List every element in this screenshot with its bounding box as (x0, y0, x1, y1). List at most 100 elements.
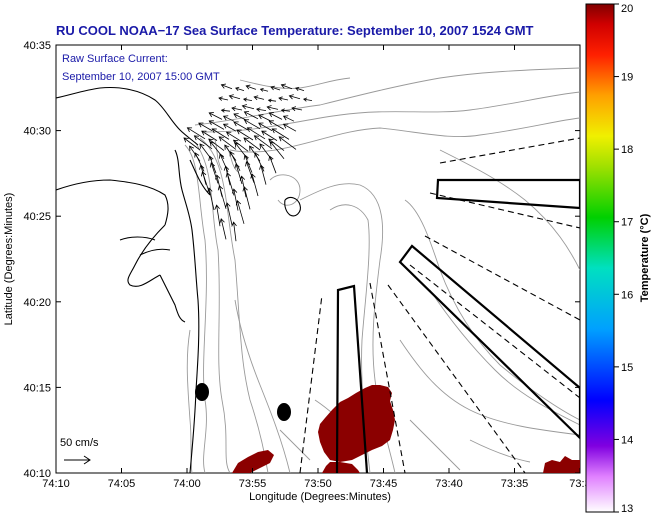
current-vector (295, 87, 305, 91)
current-vector-head (259, 87, 264, 92)
x-axis-ticks: 74:10 74:05 74:00 73:55 73:50 73:45 73:40 73:35… (42, 45, 591, 490)
current-vector-head (295, 86, 300, 91)
current-vector-head (209, 141, 215, 147)
current-vector (229, 95, 241, 100)
current-vector-head (268, 120, 274, 126)
current-vector (243, 98, 253, 101)
current-vector-head (254, 152, 260, 158)
colorbar-tick-label: 17 (621, 217, 633, 229)
current-vector (210, 162, 219, 184)
current-vector (254, 152, 265, 172)
current-vector-head (217, 185, 224, 191)
colorbar-label: Temperature (°C) (639, 213, 651, 302)
current-vector-head (234, 142, 240, 148)
current-vector (270, 141, 285, 160)
current-vector-head (242, 186, 248, 192)
current-vector-head (200, 171, 207, 177)
current-vector-head (267, 98, 272, 103)
current-vector-head (199, 143, 205, 149)
current-vector (283, 115, 295, 122)
current-vector (194, 152, 205, 172)
current-vector (269, 156, 277, 174)
current-vector-head (288, 94, 294, 100)
current-vector-head (269, 141, 275, 147)
current-vector-head (183, 137, 189, 143)
current-vector-head (218, 136, 224, 142)
current-vector (256, 108, 267, 111)
current-vector-head (243, 154, 249, 160)
y-tick-label: 40:10 (23, 468, 51, 480)
current-vector-head (243, 119, 250, 125)
current-vector (269, 112, 283, 120)
current-vector (258, 122, 273, 131)
current-vector-head (208, 138, 214, 144)
current-vector-head (268, 155, 274, 161)
current-vector-head (280, 83, 287, 89)
current-vector-head (223, 165, 230, 171)
current-vector (278, 97, 289, 101)
current-vector (235, 87, 245, 91)
current-vector (251, 173, 259, 197)
x-tick-label: 74:10 (42, 478, 70, 490)
current-vector-head (291, 106, 297, 112)
current-vector-head (233, 121, 239, 127)
current-vector-head (218, 96, 223, 101)
current-vector-head (208, 112, 214, 118)
current-vector-head (219, 153, 225, 159)
x-tick-label: 73:3 (569, 478, 590, 490)
current-vector (246, 85, 257, 90)
x-axis-label: Longitude (Degrees:Minutes) (249, 491, 391, 503)
scale-arrow-icon (64, 455, 91, 465)
colorbar-tick-label: 19 (621, 72, 633, 84)
current-vector-head (207, 187, 213, 193)
current-vector (246, 161, 255, 183)
current-vector-head (236, 129, 242, 135)
x-tick-label: 74:05 (108, 478, 136, 490)
current-vector-head (234, 163, 240, 169)
x-tick-label: 73:35 (501, 478, 529, 490)
current-vector-head (245, 84, 251, 90)
current-vector (261, 130, 278, 141)
current-vector-head (231, 106, 237, 112)
station-marker (195, 383, 209, 401)
current-vector-head (231, 221, 237, 227)
current-vector-head (241, 104, 247, 110)
current-vector-head (259, 164, 265, 170)
current-vector (208, 138, 225, 151)
scale-label: 50 cm/s (60, 437, 99, 449)
current-vector (244, 111, 259, 120)
current-vector (260, 164, 267, 185)
current-vector (283, 123, 297, 132)
current-vector (198, 122, 213, 131)
current-vector-head (208, 120, 214, 126)
current-vector-head (258, 114, 264, 120)
current-vector-head (214, 204, 220, 210)
plot-area (55, 44, 581, 474)
y-tick-label: 40:30 (23, 126, 51, 138)
current-vector (258, 114, 271, 121)
current-vector (219, 185, 227, 209)
y-tick-label: 40:25 (23, 211, 51, 223)
current-vector (223, 123, 237, 132)
current-vector (226, 202, 233, 226)
current-vector (216, 205, 221, 227)
current-vector (208, 187, 215, 211)
current-annotation-line1: Raw Surface Current: (62, 53, 168, 65)
y-tick-label: 40:20 (23, 297, 51, 309)
current-vector-head (246, 127, 253, 133)
current-vector (233, 189, 239, 211)
current-vector (226, 131, 242, 142)
current-vector (247, 127, 266, 140)
x-tick-label: 73:50 (304, 478, 332, 490)
x-tick-label: 74:00 (173, 478, 201, 490)
colorbar-tick-label: 20 (621, 3, 633, 15)
current-vector (242, 105, 255, 110)
current-vector (271, 128, 290, 140)
current-vector-head (280, 108, 285, 113)
current-vector (278, 136, 297, 150)
bathymetry-contours (184, 67, 580, 473)
current-vector-head (198, 122, 204, 128)
current-vector-head (222, 115, 229, 121)
current-vector-head (239, 175, 246, 181)
